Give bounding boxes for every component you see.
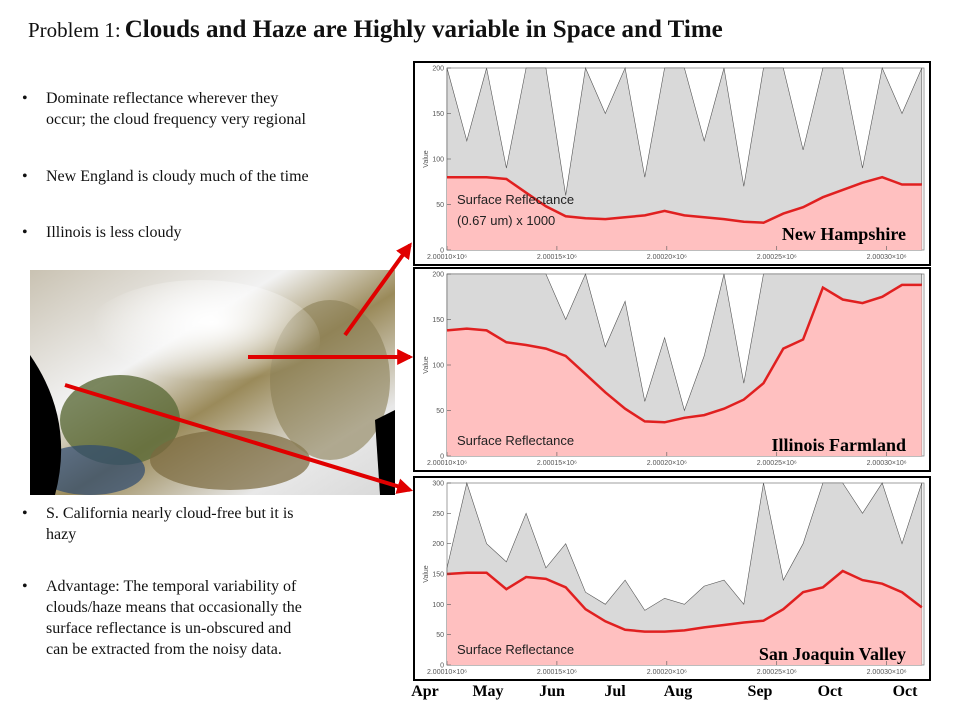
month-label: May <box>472 683 503 700</box>
y-tick-label: 50 <box>436 202 444 209</box>
x-tick-label: 2.00030×10⁶ <box>867 254 907 261</box>
bullet-dot: • <box>22 90 28 107</box>
y-axis-label: Value <box>423 565 430 582</box>
bullet-text: can be extracted from the noisy data. <box>46 641 282 658</box>
bullet: • Illinois is less cloudy <box>22 222 402 243</box>
bullet-text: surface reflectance is un-obscured and <box>46 620 292 637</box>
x-tick-label: 2.00010×10⁶ <box>427 254 467 261</box>
month-label: Apr <box>411 683 439 700</box>
month-label: Aug <box>664 683 692 700</box>
bullet: • Advantage: The temporal variability of c… <box>22 576 402 660</box>
chart-panel: 0 50 100 150 200 2.00010×10⁶ 2.00015×10⁶ 2.0002… <box>413 267 931 472</box>
y-tick-label: 100 <box>432 157 444 164</box>
satellite-image <box>30 270 395 495</box>
x-tick-label: 2.00020×10⁶ <box>647 669 687 676</box>
x-tick-label: 2.00030×10⁶ <box>867 460 907 467</box>
month-label: Jun <box>539 683 565 700</box>
y-tick-label: 100 <box>432 602 444 609</box>
x-tick-label: 2.00015×10⁶ <box>537 460 577 467</box>
chart-panel: 0 50 100 150 200 2.00010×10⁶ 2.00015×10⁶ 2.0002… <box>413 61 931 266</box>
annotation: Surface Reflectance <box>457 642 574 657</box>
bullet: • S. California nearly cloud-free but it … <box>22 503 402 545</box>
y-axis-label: Value <box>423 356 430 373</box>
x-tick-label: 2.00015×10⁶ <box>537 254 577 261</box>
x-tick-label: 2.00025×10⁶ <box>757 460 797 467</box>
chart-title: San Joaquin Valley <box>759 644 906 664</box>
bullet-dot: • <box>22 578 28 595</box>
reflectance-area <box>447 571 922 665</box>
bullet-text: New England is cloudy much of the time <box>46 168 309 185</box>
y-axis-label: Value <box>423 150 430 167</box>
x-tick-label: 2.00010×10⁶ <box>427 460 467 467</box>
chart-title: Illinois Farmland <box>771 435 906 455</box>
y-tick-label: 100 <box>432 363 444 370</box>
reflectance-area <box>447 284 922 456</box>
x-tick-label: 2.00025×10⁶ <box>757 254 797 261</box>
y-tick-label: 150 <box>432 111 444 118</box>
y-tick-label: 200 <box>432 541 444 548</box>
x-tick-label: 2.00020×10⁶ <box>647 254 687 261</box>
chart-panel: 0 50 100 150 200 250 300 2.00010×10⁶ 2.00015×10⁶… <box>413 476 931 681</box>
x-tick-label: 2.00025×10⁶ <box>757 669 797 676</box>
y-tick-label: 250 <box>432 511 444 518</box>
x-tick-label: 2.00020×10⁶ <box>647 460 687 467</box>
y-tick-label: 0 <box>440 248 444 255</box>
month-label: Jul <box>604 683 626 700</box>
bullet-text: Illinois is less cloudy <box>46 224 182 241</box>
title-prefix: Problem 1: <box>28 18 121 42</box>
annotation: Surface Reflectance <box>457 433 574 448</box>
y-tick-label: 200 <box>432 272 444 279</box>
bullet-text: clouds/haze means that occasionally the <box>46 599 302 616</box>
y-tick-label: 150 <box>432 572 444 579</box>
bullet-dot: • <box>22 224 28 241</box>
reflectance-line <box>446 283 922 424</box>
annotation: Surface Reflectance <box>457 192 574 207</box>
bullet-dot: • <box>22 168 28 185</box>
y-tick-label: 50 <box>436 408 444 415</box>
bullet-text: Advantage: The temporal variability of <box>46 578 297 595</box>
bullet-text: Dominate reflectance wherever they <box>46 90 279 107</box>
x-tick-label: 2.00030×10⁶ <box>867 669 907 676</box>
bullet: • Dominate reflectance wherever they occur… <box>22 88 402 130</box>
bullet-dot: • <box>22 505 28 522</box>
month-label: Sep <box>748 683 773 700</box>
slide-title: Problem 1: Clouds and Haze are Highly va… <box>28 16 723 44</box>
arrows <box>64 242 414 494</box>
y-tick-label: 200 <box>432 66 444 73</box>
reflectance-line <box>447 175 922 224</box>
annotation: (0.67 um) x 1000 <box>457 213 555 228</box>
bullet-text: occur; the cloud frequency very regional <box>46 111 306 128</box>
y-tick-label: 300 <box>432 481 444 488</box>
y-tick-label: 50 <box>436 632 444 639</box>
y-tick-label: 150 <box>432 317 444 324</box>
title-main: Clouds and Haze are Highly variable in S… <box>124 16 723 43</box>
reflectance-line <box>446 569 923 633</box>
bullet: • New England is cloudy much of the time <box>22 166 402 187</box>
reflectance-area <box>447 177 922 250</box>
bullet-text: hazy <box>46 526 77 543</box>
x-tick-label: 2.00015×10⁶ <box>537 669 577 676</box>
chart-title: New Hampshire <box>782 224 906 244</box>
month-label: Oct <box>818 683 844 700</box>
x-tick-label: 2.00010×10⁶ <box>427 669 467 676</box>
y-tick-label: 0 <box>440 454 444 461</box>
month-label: Oct <box>893 683 919 700</box>
bullet-text: S. California nearly cloud-free but it i… <box>46 505 294 522</box>
y-tick-label: 0 <box>440 663 444 670</box>
cloud-area <box>446 66 923 251</box>
